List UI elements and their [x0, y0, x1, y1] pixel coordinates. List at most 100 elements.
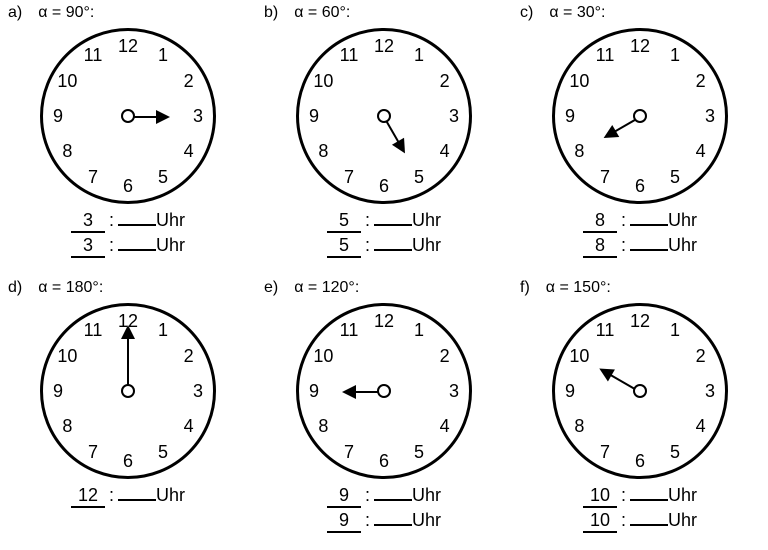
clock-numeral: 10 — [55, 344, 79, 368]
uhr-label: Uhr — [156, 235, 185, 256]
answer-hour: 10 — [583, 510, 617, 533]
problem-cell: e)α = 120°:1212345678910119:Uhr9:Uhr — [256, 275, 512, 550]
problem-cell: a)α = 90°:1212345678910113:Uhr3:Uhr — [0, 0, 256, 275]
problem-label: c)α = 30°: — [520, 4, 605, 22]
clock-numeral: 1 — [407, 318, 431, 342]
clock-numeral: 11 — [81, 43, 105, 67]
clock-numeral: 2 — [177, 344, 201, 368]
answer-lines: 10: Uhr10: Uhr — [520, 485, 760, 535]
clock-numeral: 2 — [689, 344, 713, 368]
clock-pivot — [121, 109, 135, 123]
answer-hour: 9 — [327, 510, 361, 533]
uhr-label: Uhr — [156, 210, 185, 231]
clock-container: 121234567891011 — [264, 299, 504, 485]
problem-letter: d) — [8, 279, 22, 296]
answer-separator: : — [365, 510, 370, 531]
clock-numeral: 4 — [177, 414, 201, 438]
clock-numeral: 8 — [567, 139, 591, 163]
answer-hour: 3 — [71, 235, 105, 258]
answer-separator: : — [621, 510, 626, 531]
problem-label: e)α = 120°: — [264, 279, 359, 297]
answer-separator: : — [365, 210, 370, 231]
answer-blank — [630, 224, 668, 226]
clock-numeral: 6 — [372, 449, 396, 473]
clock-pivot — [121, 384, 135, 398]
clock-numeral: 1 — [151, 318, 175, 342]
answer-blank — [118, 249, 156, 251]
problem-label: b)α = 60°: — [264, 4, 350, 22]
answer-line: 8:Uhr — [583, 235, 697, 258]
answer-blank — [118, 499, 156, 501]
answer-blank — [630, 524, 668, 526]
answer-hour: 12 — [71, 485, 105, 508]
answer-separator: : — [109, 235, 114, 256]
uhr-label: Uhr — [668, 235, 697, 256]
clock-numeral: 12 — [372, 34, 396, 58]
clock-numeral: 3 — [698, 379, 722, 403]
clock-face: 121234567891011 — [552, 303, 728, 479]
uhr-label: Uhr — [412, 235, 441, 256]
uhr-label: Uhr — [668, 210, 697, 231]
clock-numeral: 7 — [337, 440, 361, 464]
uhr-label: Uhr — [668, 510, 697, 531]
answer-blank — [374, 499, 412, 501]
problem-cell: c)α = 30°:1212345678910118:Uhr8:Uhr — [512, 0, 768, 275]
answer-separator: : — [109, 485, 114, 506]
clock-numeral: 1 — [151, 43, 175, 67]
uhr-label: Uhr — [412, 210, 441, 231]
answer-blank — [630, 249, 668, 251]
clock-numeral: 9 — [46, 379, 70, 403]
clock-numeral: 12 — [628, 309, 652, 333]
clock-numeral: 10 — [567, 69, 591, 93]
answer-separator: : — [365, 235, 370, 256]
clock-numeral: 9 — [558, 104, 582, 128]
clock-numeral: 3 — [186, 104, 210, 128]
clock-numeral: 5 — [407, 440, 431, 464]
answer-line: 3: Uhr — [71, 235, 185, 258]
clock-container: 121234567891011 — [520, 299, 760, 485]
problem-cell: d)α = 180°:12123456789101112:Uhr — [0, 275, 256, 550]
answer-blank — [374, 224, 412, 226]
clock-numeral: 6 — [628, 449, 652, 473]
clock-numeral: 8 — [55, 139, 79, 163]
clock-numeral: 11 — [337, 318, 361, 342]
clock-numeral: 2 — [689, 69, 713, 93]
clock-numeral: 7 — [593, 440, 617, 464]
clock-hand — [127, 327, 129, 392]
answer-lines: 12:Uhr — [8, 485, 248, 510]
answer-separator: : — [621, 210, 626, 231]
clock-numeral: 12 — [628, 34, 652, 58]
answer-blank — [630, 499, 668, 501]
clock-numeral: 2 — [177, 69, 201, 93]
answer-hour: 5 — [327, 235, 361, 258]
clock-pivot — [377, 109, 391, 123]
problem-label: a)α = 90°: — [8, 4, 94, 22]
problem-angle: α = 60°: — [294, 4, 350, 21]
answer-blank — [118, 224, 156, 226]
clock-numeral: 10 — [567, 344, 591, 368]
clock-container: 121234567891011 — [8, 24, 248, 210]
answer-lines: 8:Uhr8:Uhr — [520, 210, 760, 260]
uhr-label: Uhr — [412, 485, 441, 506]
answer-line: 12:Uhr — [71, 485, 185, 508]
clock-numeral: 9 — [46, 104, 70, 128]
clock-numeral: 3 — [442, 104, 466, 128]
clock-numeral: 2 — [433, 69, 457, 93]
answer-blank — [374, 249, 412, 251]
answer-line: 5: Uhr — [327, 235, 441, 258]
clock-numeral: 7 — [81, 440, 105, 464]
clock-numeral: 12 — [116, 34, 140, 58]
answer-line: 10: Uhr — [583, 510, 697, 533]
clock-numeral: 5 — [663, 440, 687, 464]
answer-hour: 3 — [71, 210, 105, 233]
clock-container: 121234567891011 — [264, 24, 504, 210]
problem-angle: α = 30°: — [549, 4, 605, 21]
problem-angle: α = 180°: — [38, 279, 103, 296]
answer-line: 8: Uhr — [583, 210, 697, 233]
answer-lines: 3:Uhr3:Uhr — [8, 210, 248, 260]
answer-hour: 8 — [583, 210, 617, 233]
clock-numeral: 2 — [433, 344, 457, 368]
answer-line: 9:Uhr — [327, 485, 441, 508]
answer-line: 3:Uhr — [71, 210, 185, 233]
clock-numeral: 3 — [442, 379, 466, 403]
